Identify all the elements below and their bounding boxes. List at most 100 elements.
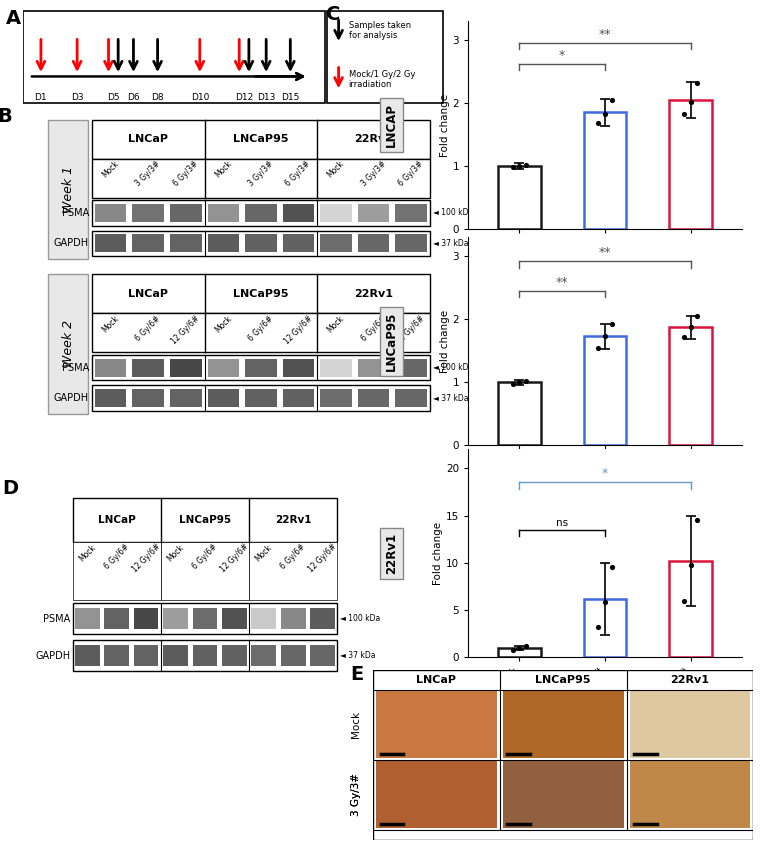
Y-axis label: Fold change: Fold change — [433, 522, 443, 585]
Text: D6: D6 — [127, 92, 140, 102]
Bar — [395, 359, 427, 377]
Text: ◄ 37 kDa: ◄ 37 kDa — [433, 239, 469, 248]
Text: 12 Gy/6#: 12 Gy/6# — [307, 543, 339, 574]
Bar — [282, 359, 314, 377]
Bar — [222, 644, 247, 667]
Bar — [251, 608, 276, 629]
Text: ◄ 37 kDa: ◄ 37 kDa — [339, 651, 375, 660]
Bar — [95, 389, 126, 407]
Bar — [358, 204, 390, 222]
Bar — [222, 608, 247, 629]
FancyBboxPatch shape — [48, 120, 88, 259]
Text: A: A — [6, 9, 21, 29]
Bar — [320, 204, 352, 222]
Point — [685, 558, 697, 572]
Text: 22Rv1: 22Rv1 — [385, 533, 398, 574]
Bar — [395, 235, 427, 253]
Bar — [629, 691, 750, 758]
Text: 22Rv1: 22Rv1 — [275, 515, 311, 525]
Text: 6 Gy/6#: 6 Gy/6# — [359, 315, 388, 343]
Point — [513, 159, 525, 173]
Text: 22Rv1: 22Rv1 — [670, 675, 709, 685]
Bar — [104, 608, 129, 629]
Text: LNCaP: LNCaP — [416, 675, 457, 685]
Point — [677, 594, 689, 607]
Point — [521, 639, 533, 652]
Bar — [498, 648, 541, 657]
Bar — [669, 561, 712, 657]
Bar — [92, 385, 430, 411]
Text: D: D — [2, 479, 18, 499]
Bar — [282, 389, 314, 407]
Bar — [132, 235, 164, 253]
Bar — [170, 235, 202, 253]
Bar — [503, 762, 623, 828]
Bar — [245, 235, 277, 253]
Bar — [92, 159, 430, 198]
Bar — [245, 204, 277, 222]
Text: **: ** — [599, 246, 611, 259]
Y-axis label: Fold change: Fold change — [440, 310, 450, 373]
Bar — [395, 204, 427, 222]
Text: GAPDH: GAPDH — [54, 393, 89, 404]
Point — [677, 330, 689, 343]
Bar — [358, 235, 390, 253]
Bar — [170, 204, 202, 222]
Bar — [161, 542, 249, 600]
Bar — [208, 359, 239, 377]
Bar — [132, 359, 164, 377]
Text: Mock: Mock — [352, 711, 361, 739]
Bar — [282, 235, 314, 253]
Text: Mock/1 Gy/2 Gy
irradiation: Mock/1 Gy/2 Gy irradiation — [349, 70, 415, 89]
Bar — [584, 113, 626, 229]
Text: LNCaP: LNCaP — [129, 289, 168, 298]
Text: 3 Gy/3#: 3 Gy/3# — [352, 773, 361, 816]
Text: D3: D3 — [71, 92, 84, 102]
Text: LNCaP: LNCaP — [98, 515, 135, 525]
Bar — [584, 599, 626, 657]
Bar — [282, 204, 314, 222]
Bar — [132, 389, 164, 407]
Text: PSMA: PSMA — [62, 363, 89, 372]
Point — [506, 643, 518, 656]
Text: Mock: Mock — [213, 315, 234, 335]
Text: 6 Gy/3#: 6 Gy/3# — [284, 159, 313, 188]
Text: Week 2: Week 2 — [62, 321, 75, 367]
Point — [506, 160, 518, 174]
Bar — [134, 608, 158, 629]
Text: Mock: Mock — [326, 159, 346, 180]
Text: 3 Gy/3#: 3 Gy/3# — [352, 773, 361, 816]
Text: ◄ 100 kDa: ◄ 100 kDa — [433, 209, 473, 217]
Bar — [72, 498, 337, 542]
Point — [592, 620, 604, 633]
Text: Mock: Mock — [100, 159, 121, 180]
Text: 6 Gy/6#: 6 Gy/6# — [279, 543, 307, 572]
Bar — [92, 200, 430, 226]
Text: Mock: Mock — [253, 543, 274, 563]
Text: *: * — [559, 49, 565, 62]
Bar — [669, 100, 712, 229]
Bar — [95, 204, 126, 222]
Text: 6 Gy/3#: 6 Gy/3# — [171, 159, 200, 188]
Point — [592, 341, 604, 354]
Text: Week 1: Week 1 — [62, 165, 75, 213]
Bar — [72, 542, 161, 600]
Text: D1: D1 — [34, 92, 47, 102]
Bar — [498, 382, 541, 445]
Text: 12 Gy/6#: 12 Gy/6# — [170, 315, 202, 346]
Text: Mock: Mock — [77, 543, 97, 563]
Bar — [193, 608, 218, 629]
Bar — [503, 691, 623, 758]
Bar — [208, 235, 239, 253]
Point — [691, 76, 703, 90]
Bar — [498, 166, 541, 229]
Bar — [92, 274, 430, 313]
Point — [606, 317, 618, 331]
Text: 6 Gy/3#: 6 Gy/3# — [396, 159, 425, 188]
Text: PSMA: PSMA — [62, 208, 89, 218]
Text: LNCaP95: LNCaP95 — [233, 134, 288, 144]
Text: E: E — [350, 665, 363, 683]
Bar — [92, 313, 430, 352]
Text: 12 Gy/6#: 12 Gy/6# — [130, 543, 162, 574]
Point — [513, 376, 525, 389]
